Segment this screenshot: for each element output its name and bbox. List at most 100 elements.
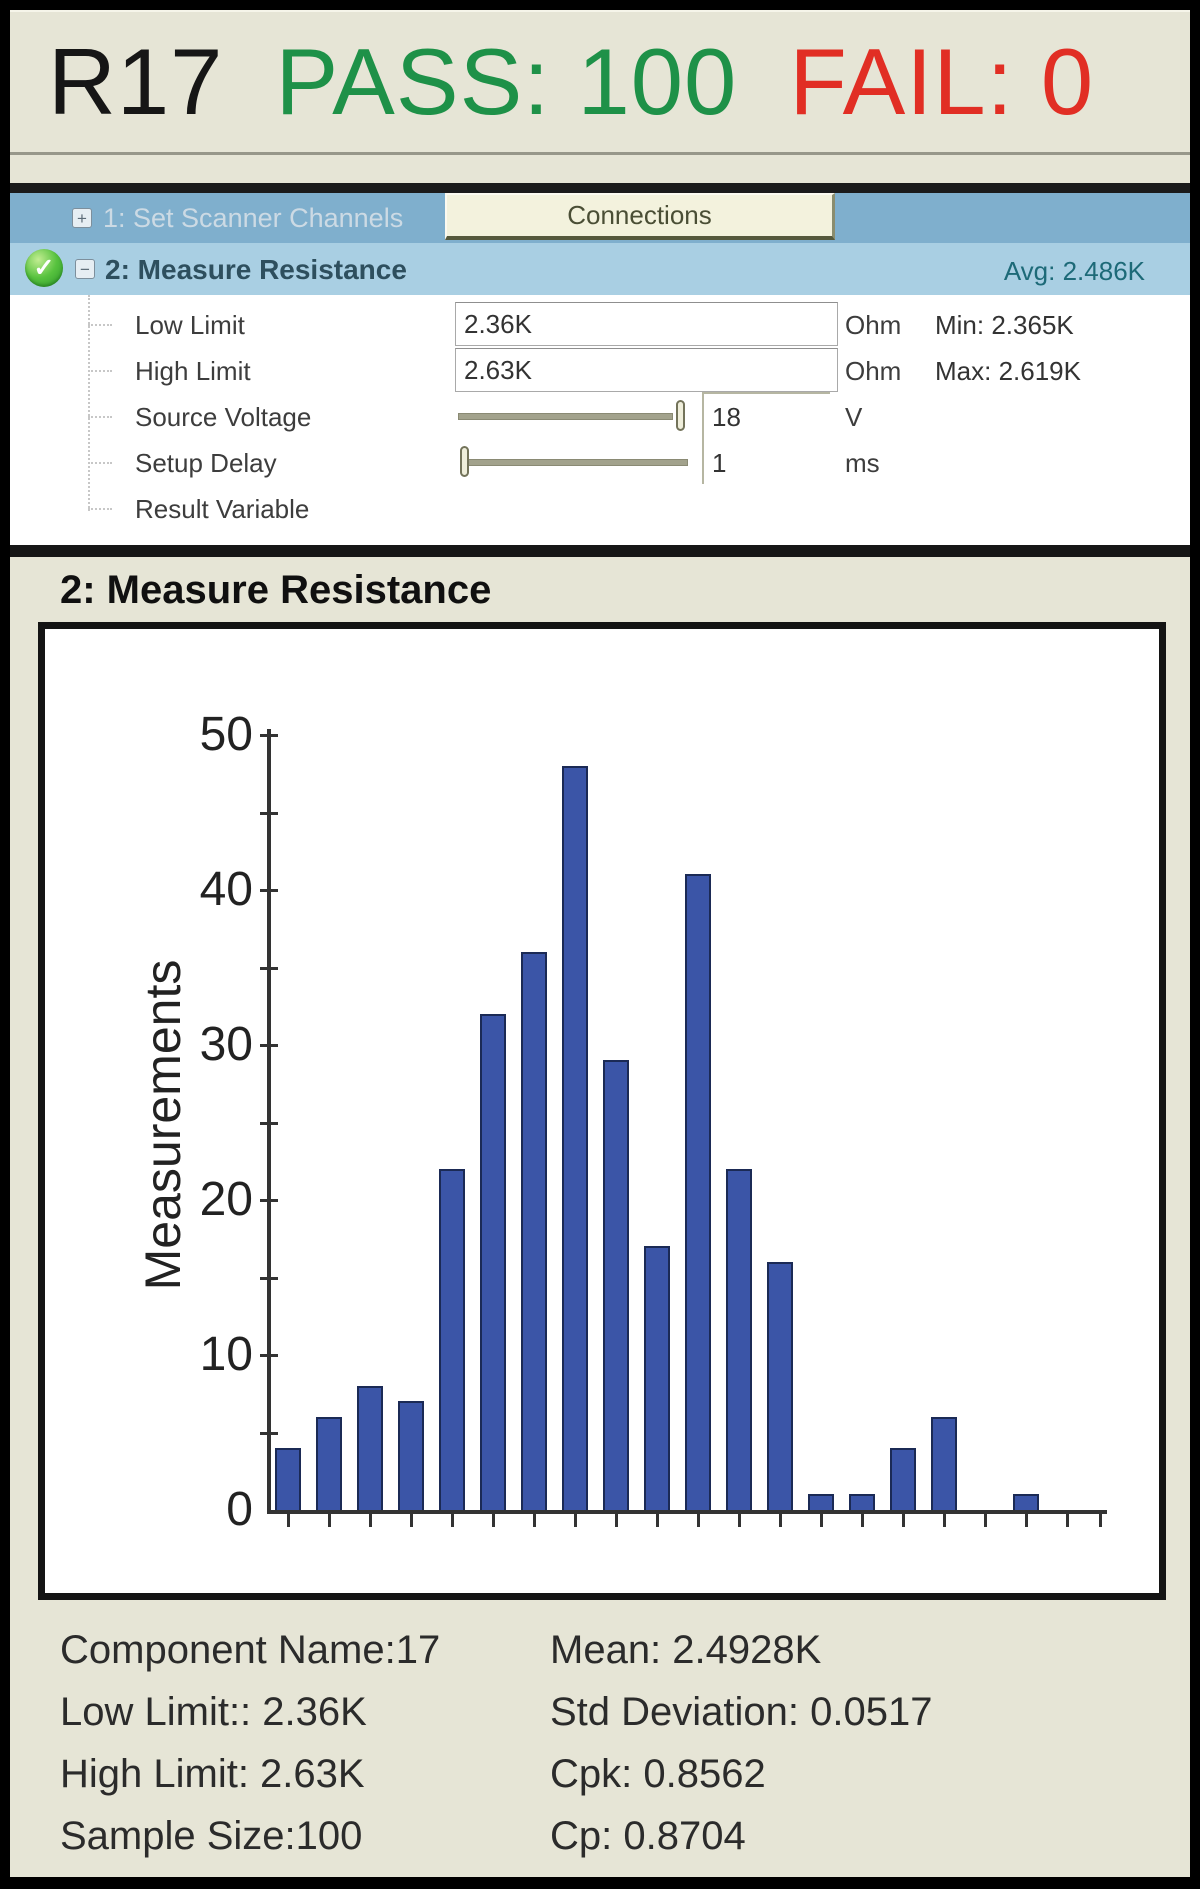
x-tick	[532, 1514, 536, 1527]
y-tick	[260, 811, 278, 815]
stat-line-right: Std Deviation: 0.0517	[550, 1690, 933, 1734]
tree-connector	[88, 295, 90, 511]
step-row-measure-resistance[interactable]: ✓ − 2: Measure Resistance Avg: 2.486K	[10, 243, 1190, 295]
expand-icon[interactable]: +	[72, 208, 92, 228]
tree-stub	[88, 370, 112, 372]
histogram-bar	[766, 1262, 793, 1510]
x-tick	[737, 1514, 741, 1527]
histogram-bar	[807, 1494, 834, 1510]
y-axis-title: Measurements	[135, 959, 191, 1291]
slider-handle[interactable]	[676, 400, 685, 431]
histogram-bar	[356, 1386, 383, 1510]
slider-track[interactable]	[468, 459, 688, 466]
x-tick	[1099, 1514, 1102, 1527]
panel-top-border	[10, 183, 1190, 193]
slider-value: 18	[712, 402, 741, 432]
x-tick	[327, 1514, 331, 1527]
histogram-bar	[315, 1417, 342, 1510]
param-row-high-limit: High Limit 2.63K Ohm Max: 2.619K	[10, 348, 1190, 394]
y-tick	[260, 1044, 278, 1047]
histogram-bar	[725, 1169, 752, 1510]
x-tick	[860, 1514, 864, 1527]
test-steps-panel: + 1: Set Scanner Channels Connections ✓ …	[10, 193, 1190, 545]
x-tick	[655, 1514, 659, 1527]
param-unit: V	[845, 402, 863, 432]
y-tick	[260, 1121, 278, 1125]
connections-button[interactable]: Connections	[445, 193, 835, 240]
x-tick	[614, 1514, 618, 1527]
param-row-setup-delay: Setup Delay 1 ms	[10, 438, 1190, 486]
y-tick-label: 40	[199, 863, 253, 916]
avg-readout: Avg: 2.486K	[1003, 256, 1145, 286]
param-input[interactable]: 2.36K	[455, 302, 838, 346]
slider-track[interactable]	[458, 413, 673, 420]
stat-line-right: Cpk: 0.8562	[550, 1752, 766, 1796]
component-id: R17	[48, 29, 224, 134]
histogram-bar	[889, 1448, 916, 1510]
stat-line-right: Mean: 2.4928K	[550, 1628, 822, 1672]
slider-handle[interactable]	[460, 446, 469, 477]
banner-divider	[10, 152, 1190, 155]
result-banner: R17 PASS: 100 FAIL: 0	[10, 10, 1190, 152]
stat-line-left: Component Name:17	[60, 1628, 441, 1672]
tree-stub	[88, 508, 112, 510]
y-tick-label: 10	[199, 1328, 253, 1381]
slider-value: 1	[712, 448, 727, 478]
y-tick	[260, 1199, 278, 1202]
x-tick	[491, 1514, 495, 1527]
y-tick-label: 0	[226, 1483, 253, 1536]
param-label: Result Variable	[135, 494, 310, 524]
y-tick	[260, 1354, 278, 1357]
histogram-bar	[848, 1494, 875, 1510]
step1-label: 1: Set Scanner Channels	[103, 203, 404, 233]
histogram-chart: 0 10 20 30 40 50 Measurements	[45, 629, 1159, 1593]
value-box-top	[702, 392, 830, 394]
step-row-set-scanner-channels[interactable]: + 1: Set Scanner Channels Connections	[10, 193, 1190, 243]
histogram-bar	[561, 766, 588, 1510]
histogram-bar	[1012, 1494, 1039, 1510]
param-label: Source Voltage	[135, 402, 312, 432]
histogram-bar	[397, 1401, 424, 1510]
stat-line-left: Sample Size:100	[60, 1814, 363, 1858]
collapse-icon[interactable]: −	[75, 259, 95, 279]
histogram-panel: 0 10 20 30 40 50 Measurements	[38, 622, 1166, 1600]
histogram-bar	[602, 1060, 629, 1510]
x-tick	[696, 1514, 700, 1527]
param-unit: Ohm	[845, 310, 902, 340]
content-area: R17 PASS: 100 FAIL: 0 + 1: Set Scanner C…	[10, 10, 1190, 1877]
stat-line-right: Cp: 0.8704	[550, 1814, 746, 1858]
param-label: Setup Delay	[135, 448, 277, 478]
param-stat: Max: 2.619K	[935, 356, 1081, 386]
param-unit: Ohm	[845, 356, 902, 386]
param-row-source-voltage: Source Voltage 18 V	[10, 392, 1190, 440]
histogram-bar	[274, 1448, 301, 1510]
x-tick	[409, 1514, 413, 1527]
histogram-bar	[930, 1417, 957, 1510]
param-stat: Min: 2.365K	[935, 310, 1074, 340]
fail-count: FAIL: 0	[789, 29, 1095, 134]
histogram-bar	[684, 874, 711, 1510]
x-tick	[778, 1514, 782, 1527]
x-tick	[901, 1514, 905, 1527]
param-label: Low Limit	[135, 310, 245, 340]
x-tick	[819, 1514, 823, 1527]
stat-line-left: High Limit: 2.63K	[60, 1752, 365, 1796]
y-tick-label: 50	[199, 708, 253, 761]
param-input[interactable]: 2.63K	[455, 348, 838, 392]
y-tick-label: 20	[199, 1173, 253, 1226]
y-tick	[260, 889, 278, 892]
tree-stub	[88, 416, 112, 418]
histogram-bar	[479, 1014, 506, 1510]
histogram-bar	[438, 1169, 465, 1510]
section-title: 2: Measure Resistance	[60, 568, 492, 612]
step2-label: 2: Measure Resistance	[105, 254, 407, 285]
value-box-edge	[702, 392, 704, 438]
x-tick	[368, 1514, 372, 1527]
tree-stub	[88, 462, 112, 464]
param-unit: ms	[845, 448, 880, 478]
y-tick-label: 30	[199, 1018, 253, 1071]
stat-line-left: Low Limit:: 2.36K	[60, 1690, 367, 1734]
param-label: High Limit	[135, 356, 251, 386]
